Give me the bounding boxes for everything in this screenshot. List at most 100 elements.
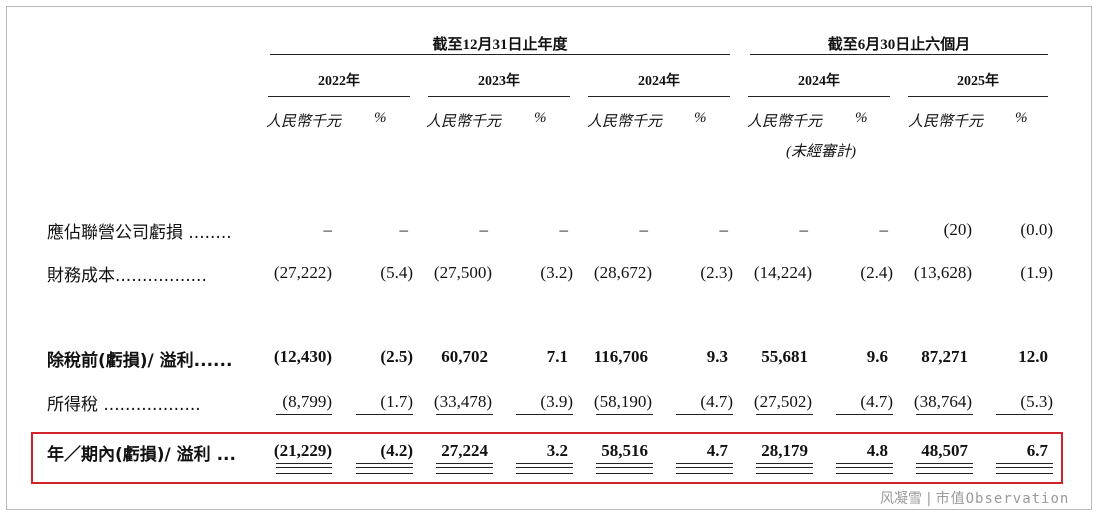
year-header-2025-interim: 2025年 — [957, 74, 999, 89]
cell-r0-2024i-pct: – — [879, 220, 889, 239]
year-header-2022: 2022年 — [318, 74, 360, 89]
cell-r1-2022-amount: (27,222) — [273, 263, 332, 282]
subtotal-rule — [356, 414, 413, 415]
year-rule-2022 — [268, 96, 410, 97]
total-third-rule — [276, 473, 332, 474]
total-double-rule — [436, 463, 493, 468]
cell-r4-2022-pct: (4.2) — [380, 441, 413, 460]
cell-r1-2025i-pct: (1.9) — [1020, 263, 1053, 282]
cell-r4-2023-amount: 27,224 — [441, 441, 488, 460]
year-header-2024: 2024年 — [638, 74, 680, 89]
table-frame — [6, 6, 1092, 510]
cell-r2-2022-amount: (12,430) — [273, 347, 332, 366]
cell-r2-2024i-pct: 9.6 — [866, 347, 888, 366]
cell-r3-2022-pct: (1.7) — [380, 392, 413, 411]
subtotal-rule — [916, 414, 973, 415]
subtotal-rule — [596, 414, 653, 415]
total-third-rule — [436, 473, 493, 474]
total-double-rule — [516, 463, 573, 468]
cell-r4-2025i-amount: 48,507 — [921, 441, 968, 460]
cell-r2-2025i-pct: 12.0 — [1018, 347, 1048, 366]
cell-r0-2024i-amount: – — [799, 220, 809, 239]
cell-r0-2022-pct: – — [399, 220, 409, 239]
row-label-finance-costs: 財務成本................. — [47, 266, 207, 286]
total-double-rule — [276, 463, 332, 468]
cell-r2-2024-amount: 116,706 — [593, 347, 648, 366]
unit-rmb-2024-interim: 人民幣千元 — [747, 114, 823, 130]
cell-r0-2024-pct: – — [719, 220, 729, 239]
total-double-rule — [676, 463, 733, 468]
row-label-share-of-associate-loss: 應佔聯營公司虧損 ........ — [47, 223, 232, 243]
unit-rmb-2023: 人民幣千元 — [426, 114, 502, 130]
cell-r3-2024-pct: (4.7) — [700, 392, 733, 411]
year-rule-2024 — [588, 96, 730, 97]
cell-r0-2023-pct: – — [559, 220, 569, 239]
unit-rmb-2022: 人民幣千元 — [266, 114, 342, 130]
subtotal-rule — [276, 414, 332, 415]
unit-pct-2025-interim: % — [1015, 110, 1028, 126]
cell-r0-2025i-pct: (0.0) — [1020, 220, 1053, 239]
cell-r3-2025i-amount: (38,764) — [913, 392, 972, 411]
cell-r3-2022-amount: (8,799) — [282, 392, 332, 411]
unit-pct-2024-interim: % — [855, 110, 868, 126]
total-third-rule — [916, 473, 973, 474]
total-third-rule — [356, 473, 413, 474]
cell-r4-2025i-pct: 6.7 — [1026, 441, 1048, 460]
cell-r2-2022-pct: (2.5) — [380, 347, 413, 366]
interim-period-header: 截至6月30日止六個月 — [827, 37, 971, 53]
cell-r1-2023-pct: (3.2) — [540, 263, 573, 282]
unit-rmb-2025-interim: 人民幣千元 — [908, 114, 984, 130]
cell-r2-2024-pct: 9.3 — [706, 347, 728, 366]
cell-r0-2022-amount: – — [323, 220, 333, 239]
watermark-prefix: 风凝雪 — [880, 491, 922, 507]
cell-r1-2022-pct: (5.4) — [380, 263, 413, 282]
total-double-rule — [916, 463, 973, 468]
year-rule-2024-interim — [748, 96, 890, 97]
cell-r3-2024i-pct: (4.7) — [860, 392, 893, 411]
total-third-rule — [596, 473, 653, 474]
unit-pct-2023: % — [534, 110, 547, 126]
unaudited-note: (未經審計) — [786, 144, 856, 160]
total-third-rule — [836, 473, 893, 474]
cell-r3-2023-pct: (3.9) — [540, 392, 573, 411]
cell-r2-2024i-amount: 55,681 — [761, 347, 808, 366]
watermark-separator: | — [926, 491, 932, 507]
total-third-rule — [996, 473, 1053, 474]
cell-r2-2023-amount: 60,702 — [441, 347, 488, 366]
watermark: 风凝雪 | 市值Observation — [880, 488, 1069, 508]
subtotal-rule — [996, 414, 1053, 415]
cell-r4-2022-amount: (21,229) — [273, 441, 332, 460]
subtotal-rule — [756, 414, 813, 415]
cell-r3-2025i-pct: (5.3) — [1020, 392, 1053, 411]
year-header-2024-interim: 2024年 — [798, 74, 840, 89]
cell-r3-2023-amount: (33,478) — [433, 392, 492, 411]
cell-r0-2023-amount: – — [479, 220, 489, 239]
total-third-rule — [676, 473, 733, 474]
interim-period-rule — [750, 54, 1048, 55]
cell-r2-2025i-amount: 87,271 — [921, 347, 968, 366]
cell-r1-2024-pct: (2.3) — [700, 263, 733, 282]
subtotal-rule — [436, 414, 493, 415]
cell-r4-2024-amount: 58,516 — [601, 441, 648, 460]
total-double-rule — [756, 463, 813, 468]
unit-pct-2024: % — [694, 110, 707, 126]
row-label-income-tax: 所得稅 .................. — [47, 395, 201, 415]
total-double-rule — [836, 463, 893, 468]
fy-period-rule — [270, 54, 730, 55]
cell-r1-2024-amount: (28,672) — [593, 263, 652, 282]
cell-r1-2025i-amount: (13,628) — [913, 263, 972, 282]
cell-r4-2024-pct: 4.7 — [706, 441, 728, 460]
total-third-rule — [756, 473, 813, 474]
year-header-2023: 2023年 — [478, 74, 520, 89]
unit-pct-2022: % — [374, 110, 387, 126]
total-third-rule — [516, 473, 573, 474]
fy-period-header: 截至12月31日止年度 — [432, 37, 568, 53]
total-double-rule — [996, 463, 1053, 468]
year-rule-2025-interim — [908, 96, 1048, 97]
row-label-profit-for-period: 年／期內(虧損)/ 溢利 ... — [47, 445, 236, 465]
unit-rmb-2024: 人民幣千元 — [587, 114, 663, 130]
year-rule-2023 — [428, 96, 570, 97]
subtotal-rule — [676, 414, 733, 415]
cell-r0-2025i-amount: (20) — [943, 220, 972, 239]
row-label-profit-before-tax: 除稅前(虧損)/ 溢利...... — [47, 351, 233, 371]
